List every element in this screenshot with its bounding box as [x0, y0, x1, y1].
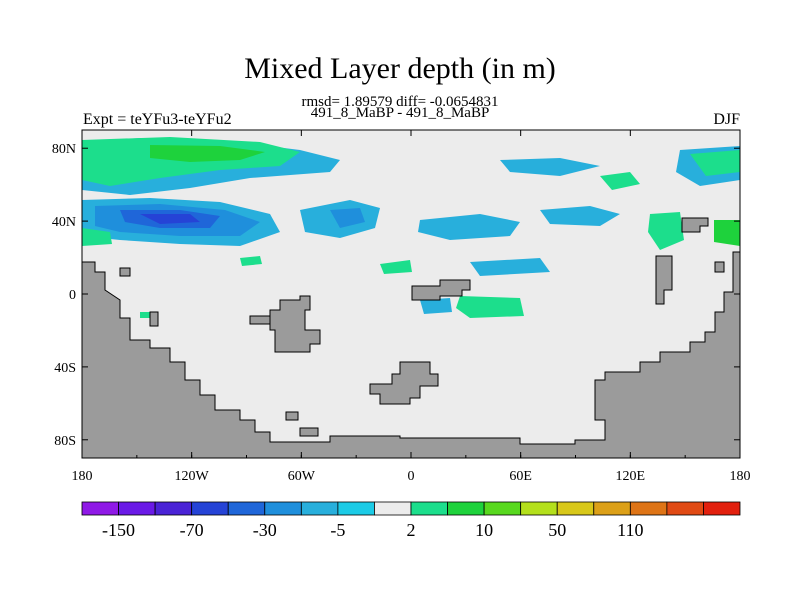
land-small-1: [119, 267, 131, 277]
land-masses: [82, 217, 740, 458]
land-small-2: [149, 311, 159, 327]
colorbar-swatch: [118, 501, 156, 516]
land-atlantic-island: [269, 295, 321, 353]
land-west-continent: [82, 251, 740, 458]
y-tick-label: 80N: [52, 142, 76, 157]
colorbar-swatch: [227, 501, 266, 516]
season-label: DJF: [713, 111, 740, 128]
colorbar-label: 10: [475, 520, 493, 540]
contour-gulf-green2: [714, 220, 740, 246]
land-small-6: [681, 217, 709, 233]
x-tick-label: 60E: [509, 469, 532, 484]
x-tick-label: 180: [730, 469, 751, 484]
colorbar-label: -5: [330, 520, 345, 540]
colorbar-label: 110: [617, 520, 643, 540]
colorbar-label: 2: [407, 520, 416, 540]
contour-atlantic-blue: [330, 208, 365, 228]
y-tick-label: 80S: [54, 434, 76, 449]
x-tick-label: 180: [72, 469, 93, 484]
colorbar-swatch: [300, 501, 339, 516]
contour-pacific-west-green: [82, 228, 112, 246]
experiment-label: Expt = teYFu3-teYFu2: [83, 111, 232, 128]
contour-tropic-2: [380, 260, 412, 274]
land-mid-island: [369, 361, 439, 405]
contour-tropic-6: [140, 312, 150, 318]
contour-tropic-5: [420, 298, 452, 314]
land-small-3: [285, 411, 299, 421]
land-small-west-1: [249, 315, 271, 325]
colorbar-label: -30: [253, 520, 277, 540]
y-tick-label: 0: [69, 288, 76, 303]
contour-gulf-green: [648, 212, 684, 250]
land-east-strip: [655, 255, 673, 305]
colorbar-label: 50: [548, 520, 566, 540]
colorbar-swatch: [593, 501, 631, 516]
anomaly-contours: [82, 137, 740, 318]
contour-arctic-east-green: [690, 150, 740, 176]
contour-atlantic-ext: [540, 206, 620, 226]
y-tick-label: 40S: [54, 361, 76, 376]
contour-arctic-lime: [150, 145, 265, 162]
colorbar-swatch: [629, 501, 668, 516]
contour-tropic-1: [240, 256, 262, 266]
contour-arctic-mid-cyan: [500, 158, 600, 176]
land-small-5: [714, 261, 725, 273]
y-axis: 80N 40N 0 40S 80S: [52, 142, 740, 449]
chart-subtitle: 491_8_MaBP - 491_8_MaBP: [310, 105, 490, 121]
contour-pacific-darkblue: [140, 214, 200, 224]
x-tick-label: 120E: [616, 469, 646, 484]
land-small-4: [299, 427, 319, 437]
contour-atlantic-east: [418, 214, 520, 240]
contour-tropic-3: [470, 258, 550, 276]
colorbar-swatch: [703, 501, 741, 516]
colorbar-swatch: [447, 501, 485, 516]
colorbar-swatch: [556, 501, 595, 516]
colorbar-swatch: [191, 501, 229, 516]
colorbar-label: -70: [180, 520, 204, 540]
colorbar-swatch: [374, 501, 412, 516]
colorbar-label: -150: [102, 520, 135, 540]
stats-line: rmsd= 1.89579 diff= -0.0654831: [301, 94, 499, 110]
colorbar-swatch: [337, 501, 375, 516]
contour-tropic-4: [456, 296, 524, 318]
contour-arctic-small: [600, 172, 640, 190]
map-plot-area: [82, 130, 740, 458]
colorbar-swatch: [410, 501, 448, 516]
colorbar-swatch: [666, 501, 704, 516]
land-central-strip: [411, 279, 471, 301]
colorbar-swatch: [154, 501, 193, 516]
x-tick-label: 60W: [288, 469, 316, 484]
x-axis: 180 120W 60W 0 60E 120E 180: [72, 130, 751, 484]
y-tick-label: 40N: [52, 215, 76, 230]
x-tick-label: 0: [408, 469, 415, 484]
colorbar-swatch: [264, 501, 302, 516]
colorbar-swatch: [520, 501, 558, 516]
chart-title: Mixed Layer depth (in m): [244, 52, 556, 85]
colorbar-swatch: [483, 501, 522, 516]
x-tick-label: 120W: [175, 469, 210, 484]
colorbar-swatch: [81, 501, 119, 516]
colorbar: -150 -70 -30 -5 2 10 50 110: [81, 501, 741, 540]
